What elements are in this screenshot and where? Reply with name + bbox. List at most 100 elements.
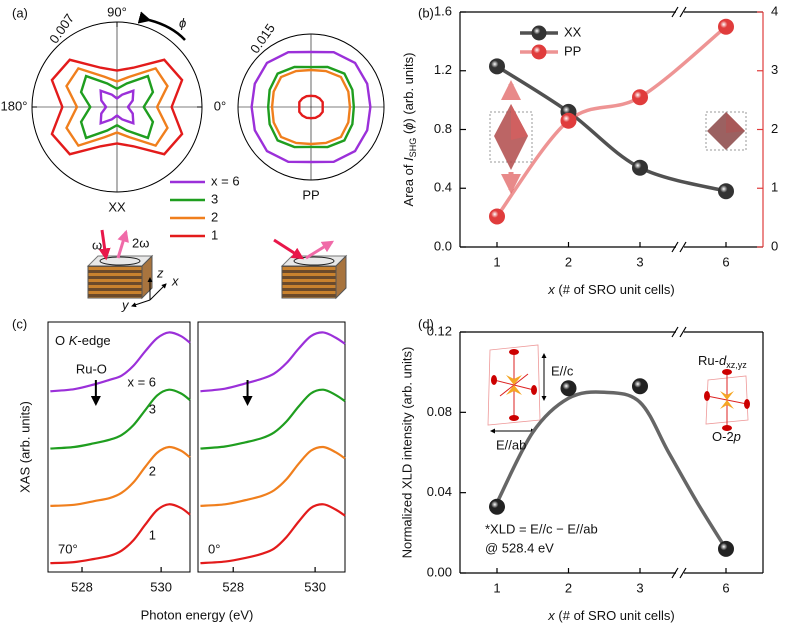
annotation-part: d — [719, 353, 727, 368]
y-tick-label: 0.8 — [434, 121, 452, 136]
x-tick-label: 3 — [636, 580, 643, 595]
x-tick-label: 6 — [722, 580, 729, 595]
panel-label: (a) — [12, 5, 28, 20]
x-tick-label: 530 — [150, 579, 172, 594]
polar-curve — [298, 94, 324, 120]
y-axis-label: Normalized XLD intensity (arb. units) — [399, 347, 414, 559]
x-axis-label-part: (# of SRO unit cells) — [555, 608, 675, 623]
spectrum — [200, 388, 346, 450]
polar-title: PP — [302, 187, 319, 202]
omega-label: ω — [92, 237, 102, 252]
polar-title: XX — [108, 199, 126, 214]
annotation: E//ab — [496, 437, 526, 452]
axis-label: y — [121, 297, 130, 312]
legend-marker — [531, 44, 547, 60]
axis-break — [671, 326, 687, 338]
curve-label: 2 — [149, 463, 156, 478]
series-line — [495, 25, 728, 218]
x-tick-label: 2 — [565, 254, 572, 269]
two-omega-label: 2ω — [132, 235, 149, 250]
y-tick-label: 0.04 — [427, 484, 452, 499]
data-point — [560, 112, 577, 129]
angle-tick-label: 90° — [107, 4, 127, 19]
y-tick-label: 2 — [771, 121, 778, 136]
polar-curve — [99, 88, 135, 126]
series-line — [496, 64, 727, 193]
axis-break — [671, 241, 687, 253]
y-tick-label: 1.6 — [434, 3, 452, 18]
edge-label-part: O — [55, 333, 69, 348]
spectrum — [50, 388, 191, 450]
edge-label: O K-edge — [55, 333, 111, 348]
edge-label-part: K — [69, 333, 79, 348]
x-axis-label: x (# of SRO unit cells) — [547, 608, 674, 623]
y-tick-label: 0.4 — [434, 180, 452, 195]
phi-label: ϕ — [179, 15, 186, 30]
legend-label: 2 — [211, 209, 218, 224]
panel-label: (d) — [418, 316, 434, 331]
curve-label: x = 6 — [127, 374, 156, 389]
octahedron-inset — [489, 80, 747, 194]
x-tick-label: 530 — [304, 579, 326, 594]
x-axis-label-part: (# of SRO unit cells) — [555, 282, 675, 297]
spectrum — [50, 331, 191, 393]
legend-label: 1 — [211, 227, 218, 242]
data-point — [718, 540, 734, 557]
polar-curve — [50, 58, 184, 156]
data-point — [718, 183, 734, 200]
y-axis-label: Area of ISHG (ϕ) (arb. units) — [401, 53, 418, 207]
axis-break — [671, 567, 687, 579]
y-axis-label-part: ) (arb. units) — [401, 53, 416, 123]
legend-label: XX — [564, 24, 582, 39]
y-tick-label: 1 — [771, 180, 778, 195]
plot-frame — [47, 321, 191, 573]
spectrum — [200, 503, 346, 565]
y-axis-label: XAS (arb. units) — [17, 401, 32, 493]
x-tick-label: 6 — [722, 254, 729, 269]
orbital-inset — [487, 344, 750, 434]
sample-schematic — [273, 238, 348, 300]
angle-tick-label: 180° — [1, 98, 28, 113]
sample-schematic — [86, 229, 167, 308]
y-tick-label: 4 — [771, 3, 778, 18]
x-axis-label: Photon energy (eV) — [141, 607, 254, 622]
annotation: E//c — [551, 363, 574, 378]
data-point — [632, 378, 648, 395]
y-tick-label: 0.00 — [427, 564, 452, 579]
annotation-part: p — [733, 429, 741, 444]
x-tick-label: 3 — [636, 254, 643, 269]
annotation: Ru-dxz,yz — [698, 353, 747, 370]
x-tick-label: 528 — [222, 579, 244, 594]
y-tick-label: 0.12 — [427, 323, 452, 338]
y-axis-label-part: ( — [401, 129, 416, 138]
data-point — [489, 208, 505, 225]
data-point — [560, 380, 577, 397]
x-axis-label-part: x — [547, 608, 555, 623]
y-tick-label: 0 — [771, 238, 778, 253]
data-point — [489, 58, 505, 75]
y-tick-label: 1.2 — [434, 62, 452, 77]
edge-label-part: -edge — [77, 333, 110, 348]
angle-tick-label: 0° — [214, 98, 226, 113]
polar-curve — [79, 74, 155, 140]
annotation-part: Ru- — [698, 353, 719, 368]
annotation: O-2p — [712, 429, 741, 444]
axis-label: x — [171, 273, 179, 288]
y-tick-label: 0.0 — [434, 238, 452, 253]
panel-label: (b) — [418, 5, 434, 20]
data-point — [632, 159, 648, 176]
feature-label: Ru-O — [76, 361, 107, 376]
legend-marker — [531, 25, 547, 41]
spectrum — [50, 503, 191, 565]
legend-label: x = 6 — [211, 173, 240, 188]
data-point — [718, 18, 734, 35]
angle-label: 0° — [208, 541, 220, 556]
annotation-part: O-2 — [712, 429, 734, 444]
plot-frame — [197, 321, 346, 573]
data-point — [489, 498, 505, 515]
annotation-part: xz,yz — [726, 360, 747, 370]
x-tick-label: 528 — [71, 579, 93, 594]
fit-curve — [495, 390, 728, 550]
legend-label: 3 — [211, 191, 218, 206]
y-tick-label: 3 — [771, 62, 778, 77]
